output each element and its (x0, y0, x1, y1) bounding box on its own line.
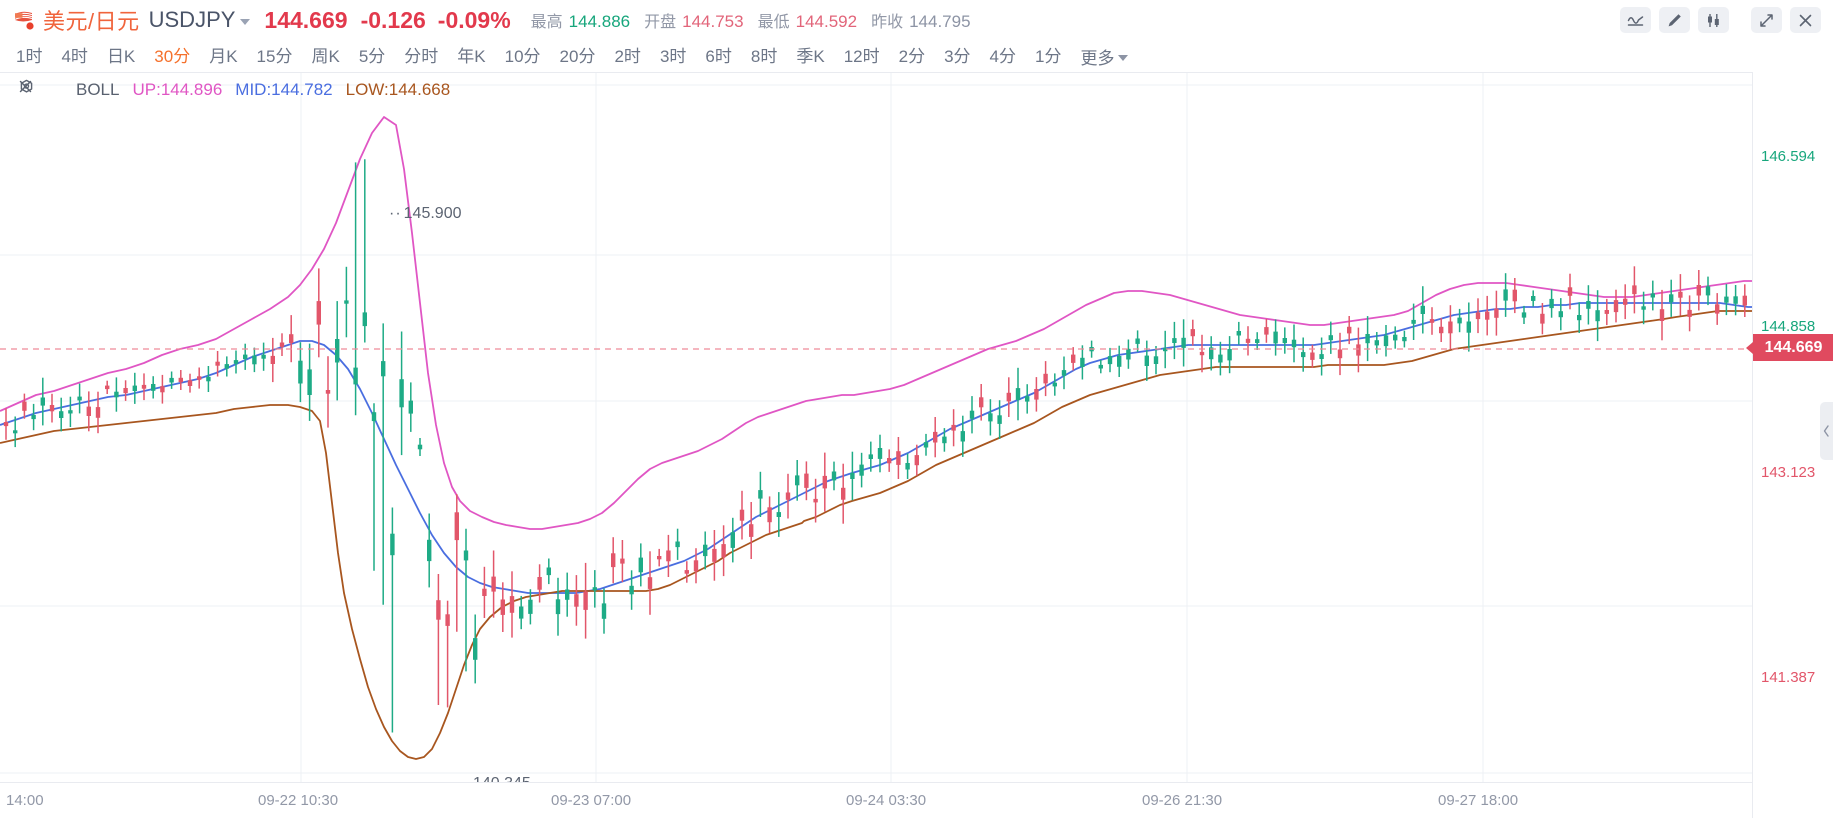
stat-low-value: 144.592 (795, 12, 858, 31)
boll-low-value: LOW:144.668 (345, 80, 451, 99)
timeframe-tabbar: 1时 4时 日K 30分 月K 15分 周K 5分 分时 年K 10分 20分 … (0, 40, 1833, 72)
tab-20m[interactable]: 20分 (559, 46, 596, 66)
price-change: -0.126 (360, 6, 426, 33)
marker-dots: ·· (389, 205, 402, 222)
tab-dayk[interactable]: 日K (106, 46, 136, 66)
chevron-down-icon[interactable] (240, 19, 251, 25)
tab-12h[interactable]: 12时 (843, 46, 880, 66)
time-tick-0: 14:00 (6, 792, 44, 809)
tab-monthk[interactable]: 月K (209, 46, 238, 66)
fullscreen-expand-icon[interactable] (1751, 7, 1782, 33)
stat-prev-close-label: 昨收 (871, 14, 904, 31)
tab-5m[interactable]: 5分 (358, 46, 386, 66)
price-change-percent: -0.09% (437, 6, 511, 33)
tab-timeshare[interactable]: 分时 (404, 46, 439, 66)
stat-high: 最高 144.886 (531, 8, 630, 32)
time-tick-2: 09-23 07:00 (551, 792, 632, 809)
low-price-marker-text: 140.345 (473, 775, 531, 782)
indicator-icon[interactable] (1620, 7, 1651, 33)
last-price: 144.669 (264, 6, 348, 33)
candlestick-chart-svg (0, 73, 1752, 782)
tab-6h[interactable]: 6时 (705, 46, 732, 66)
tab-more-label: 更多 (1080, 48, 1115, 68)
price-tick-0: 146.594 (1761, 148, 1816, 165)
tab-8h[interactable]: 8时 (750, 46, 778, 66)
current-price-badge: 144.669 (1746, 334, 1833, 361)
stat-open-label: 开盘 (644, 14, 677, 31)
tab-weekk[interactable]: 周K (311, 46, 340, 66)
indicator-name: BOLL (76, 80, 120, 99)
high-price-marker: ·· 145.900 (389, 205, 462, 223)
tab-quarterk[interactable]: 季K (796, 46, 825, 66)
boll-mid-value: MID:144.782 (235, 80, 333, 99)
draw-pencil-icon[interactable] (1659, 7, 1690, 33)
current-price-badge-text: 144.669 (1764, 338, 1823, 356)
chart-area: BOLL UP:144.896 MID:144.782 LOW:144.668 (0, 72, 1833, 818)
tab-2m[interactable]: 2分 (898, 46, 926, 66)
boll-up-value: UP:144.896 (132, 80, 223, 99)
time-tick-3: 09-24 03:30 (846, 792, 927, 809)
chart-header: 美元/日元 USDJPY 144.669 -0.126 -0.09% 最高 14… (0, 0, 1833, 40)
stat-open-value: 144.753 (682, 12, 744, 31)
marker-dots: ··· (452, 775, 471, 782)
tab-30m[interactable]: 30分 (154, 46, 191, 66)
stat-low-label: 最低 (757, 14, 790, 31)
stat-low: 最低 144.592 (758, 8, 857, 32)
high-price-marker-text: 145.900 (403, 205, 462, 222)
price-axis[interactable]: 146.594 144.858 143.123 141.387 139.651 … (1746, 72, 1833, 818)
price-tick-3: 141.387 (1761, 669, 1816, 686)
chevron-down-icon (1118, 54, 1129, 61)
symbol-code: USDJPY (148, 7, 236, 32)
stat-high-value: 144.886 (568, 12, 631, 31)
price-tick-1: 144.858 (1761, 318, 1816, 335)
time-tick-5: 09-27 18:00 (1438, 792, 1519, 809)
tab-yeark[interactable]: 年K (457, 46, 486, 66)
stat-open: 开盘 144.753 (644, 8, 743, 32)
indicator-legend: BOLL UP:144.896 MID:144.782 LOW:144.668 (18, 79, 463, 101)
tab-more-button[interactable]: 更多 (1080, 44, 1129, 69)
tab-1h[interactable]: 1时 (16, 46, 43, 66)
tab-4h[interactable]: 4时 (61, 46, 88, 66)
stat-prev-close: 昨收 144.795 (871, 8, 970, 32)
panel-collapse-handle[interactable] (1820, 402, 1833, 460)
tab-10m[interactable]: 10分 (504, 46, 541, 66)
badge-notch-icon (1746, 341, 1753, 354)
tab-15m[interactable]: 15分 (256, 46, 293, 66)
symbol-name-cn: 美元/日元 (43, 9, 140, 34)
time-tick-4: 09-26 21:30 (1142, 792, 1223, 809)
tab-3h[interactable]: 3时 (659, 46, 687, 66)
tab-2h[interactable]: 2时 (614, 46, 641, 66)
gear-icon[interactable] (20, 79, 69, 101)
candlestick-type-icon[interactable] (1698, 7, 1729, 33)
close-icon[interactable] (1790, 7, 1821, 33)
stat-prev-close-value: 144.795 (909, 12, 971, 31)
time-axis: 14:00 09-22 10:30 09-23 07:00 09-24 03:3… (0, 782, 1752, 818)
tab-1m[interactable]: 1分 (1035, 46, 1062, 66)
time-tick-1: 09-22 10:30 (258, 792, 339, 809)
us-flag-icon (14, 9, 36, 31)
tab-3m[interactable]: 3分 (944, 46, 971, 66)
stat-high-label: 最高 (530, 14, 563, 31)
price-plot[interactable]: BOLL UP:144.896 MID:144.782 LOW:144.668 (0, 72, 1752, 782)
price-tick-2: 143.123 (1761, 464, 1816, 481)
tab-4m[interactable]: 4分 (989, 46, 1017, 66)
low-price-marker: ···140.345 (452, 775, 531, 782)
